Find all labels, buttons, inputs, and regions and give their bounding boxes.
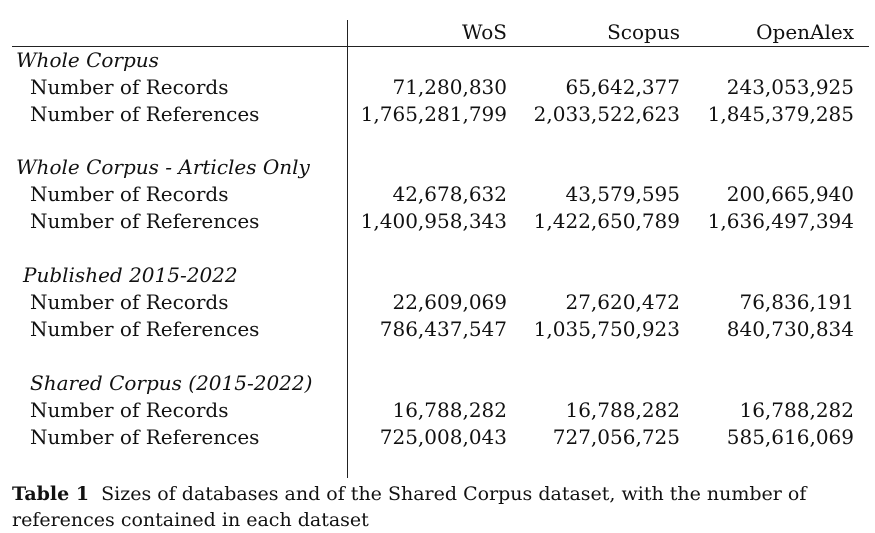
row-label: Number of References: [30, 209, 260, 233]
section-title: Whole Corpus: [16, 48, 159, 72]
cell-value: 71,280,830: [392, 75, 507, 99]
row-label: Number of References: [30, 317, 260, 341]
cell-value: 200,665,940: [726, 182, 854, 206]
cell-value: 1,400,958,343: [360, 209, 507, 233]
row-label: Number of Records: [30, 290, 229, 314]
cell-value: 27,620,472: [565, 290, 680, 314]
cell-value: 1,636,497,394: [707, 209, 854, 233]
row-label: Number of Records: [30, 398, 229, 422]
caption-text: Sizes of databases and of the Shared Cor…: [12, 483, 807, 531]
cell-value: 786,437,547: [379, 317, 507, 341]
cell-value: 725,008,043: [379, 425, 507, 449]
column-divider: [347, 20, 348, 478]
row-label: Number of Records: [30, 75, 229, 99]
header-rule: [12, 46, 869, 47]
cell-value: 76,836,191: [739, 290, 854, 314]
cell-value: 840,730,834: [726, 317, 854, 341]
row-label: Number of Records: [30, 182, 229, 206]
cell-value: 22,609,069: [392, 290, 507, 314]
header-scopus: Scopus: [607, 20, 680, 44]
section-title: Whole Corpus - Articles Only: [16, 155, 310, 179]
row-label: Number of References: [30, 425, 260, 449]
cell-value: 43,579,595: [565, 182, 680, 206]
cell-value: 243,053,925: [726, 75, 854, 99]
header-wos: WoS: [462, 20, 507, 44]
caption-label: Table 1: [12, 483, 90, 505]
cell-value: 65,642,377: [565, 75, 680, 99]
row-label: Number of References: [30, 102, 260, 126]
cell-value: 585,616,069: [726, 425, 854, 449]
section-title: Shared Corpus (2015-2022): [30, 371, 313, 395]
cell-value: 1,422,650,789: [533, 209, 680, 233]
cell-value: 42,678,632: [392, 182, 507, 206]
table-caption: Table 1 Sizes of databases and of the Sh…: [12, 481, 864, 533]
cell-value: 2,033,522,623: [533, 102, 680, 126]
cell-value: 16,788,282: [739, 398, 854, 422]
cell-value: 16,788,282: [565, 398, 680, 422]
header-openalex: OpenAlex: [756, 20, 854, 44]
cell-value: 727,056,725: [552, 425, 680, 449]
section-title: Published 2015-2022: [23, 263, 238, 287]
cell-value: 1,765,281,799: [360, 102, 507, 126]
cell-value: 1,035,750,923: [533, 317, 680, 341]
cell-value: 16,788,282: [392, 398, 507, 422]
cell-value: 1,845,379,285: [707, 102, 854, 126]
